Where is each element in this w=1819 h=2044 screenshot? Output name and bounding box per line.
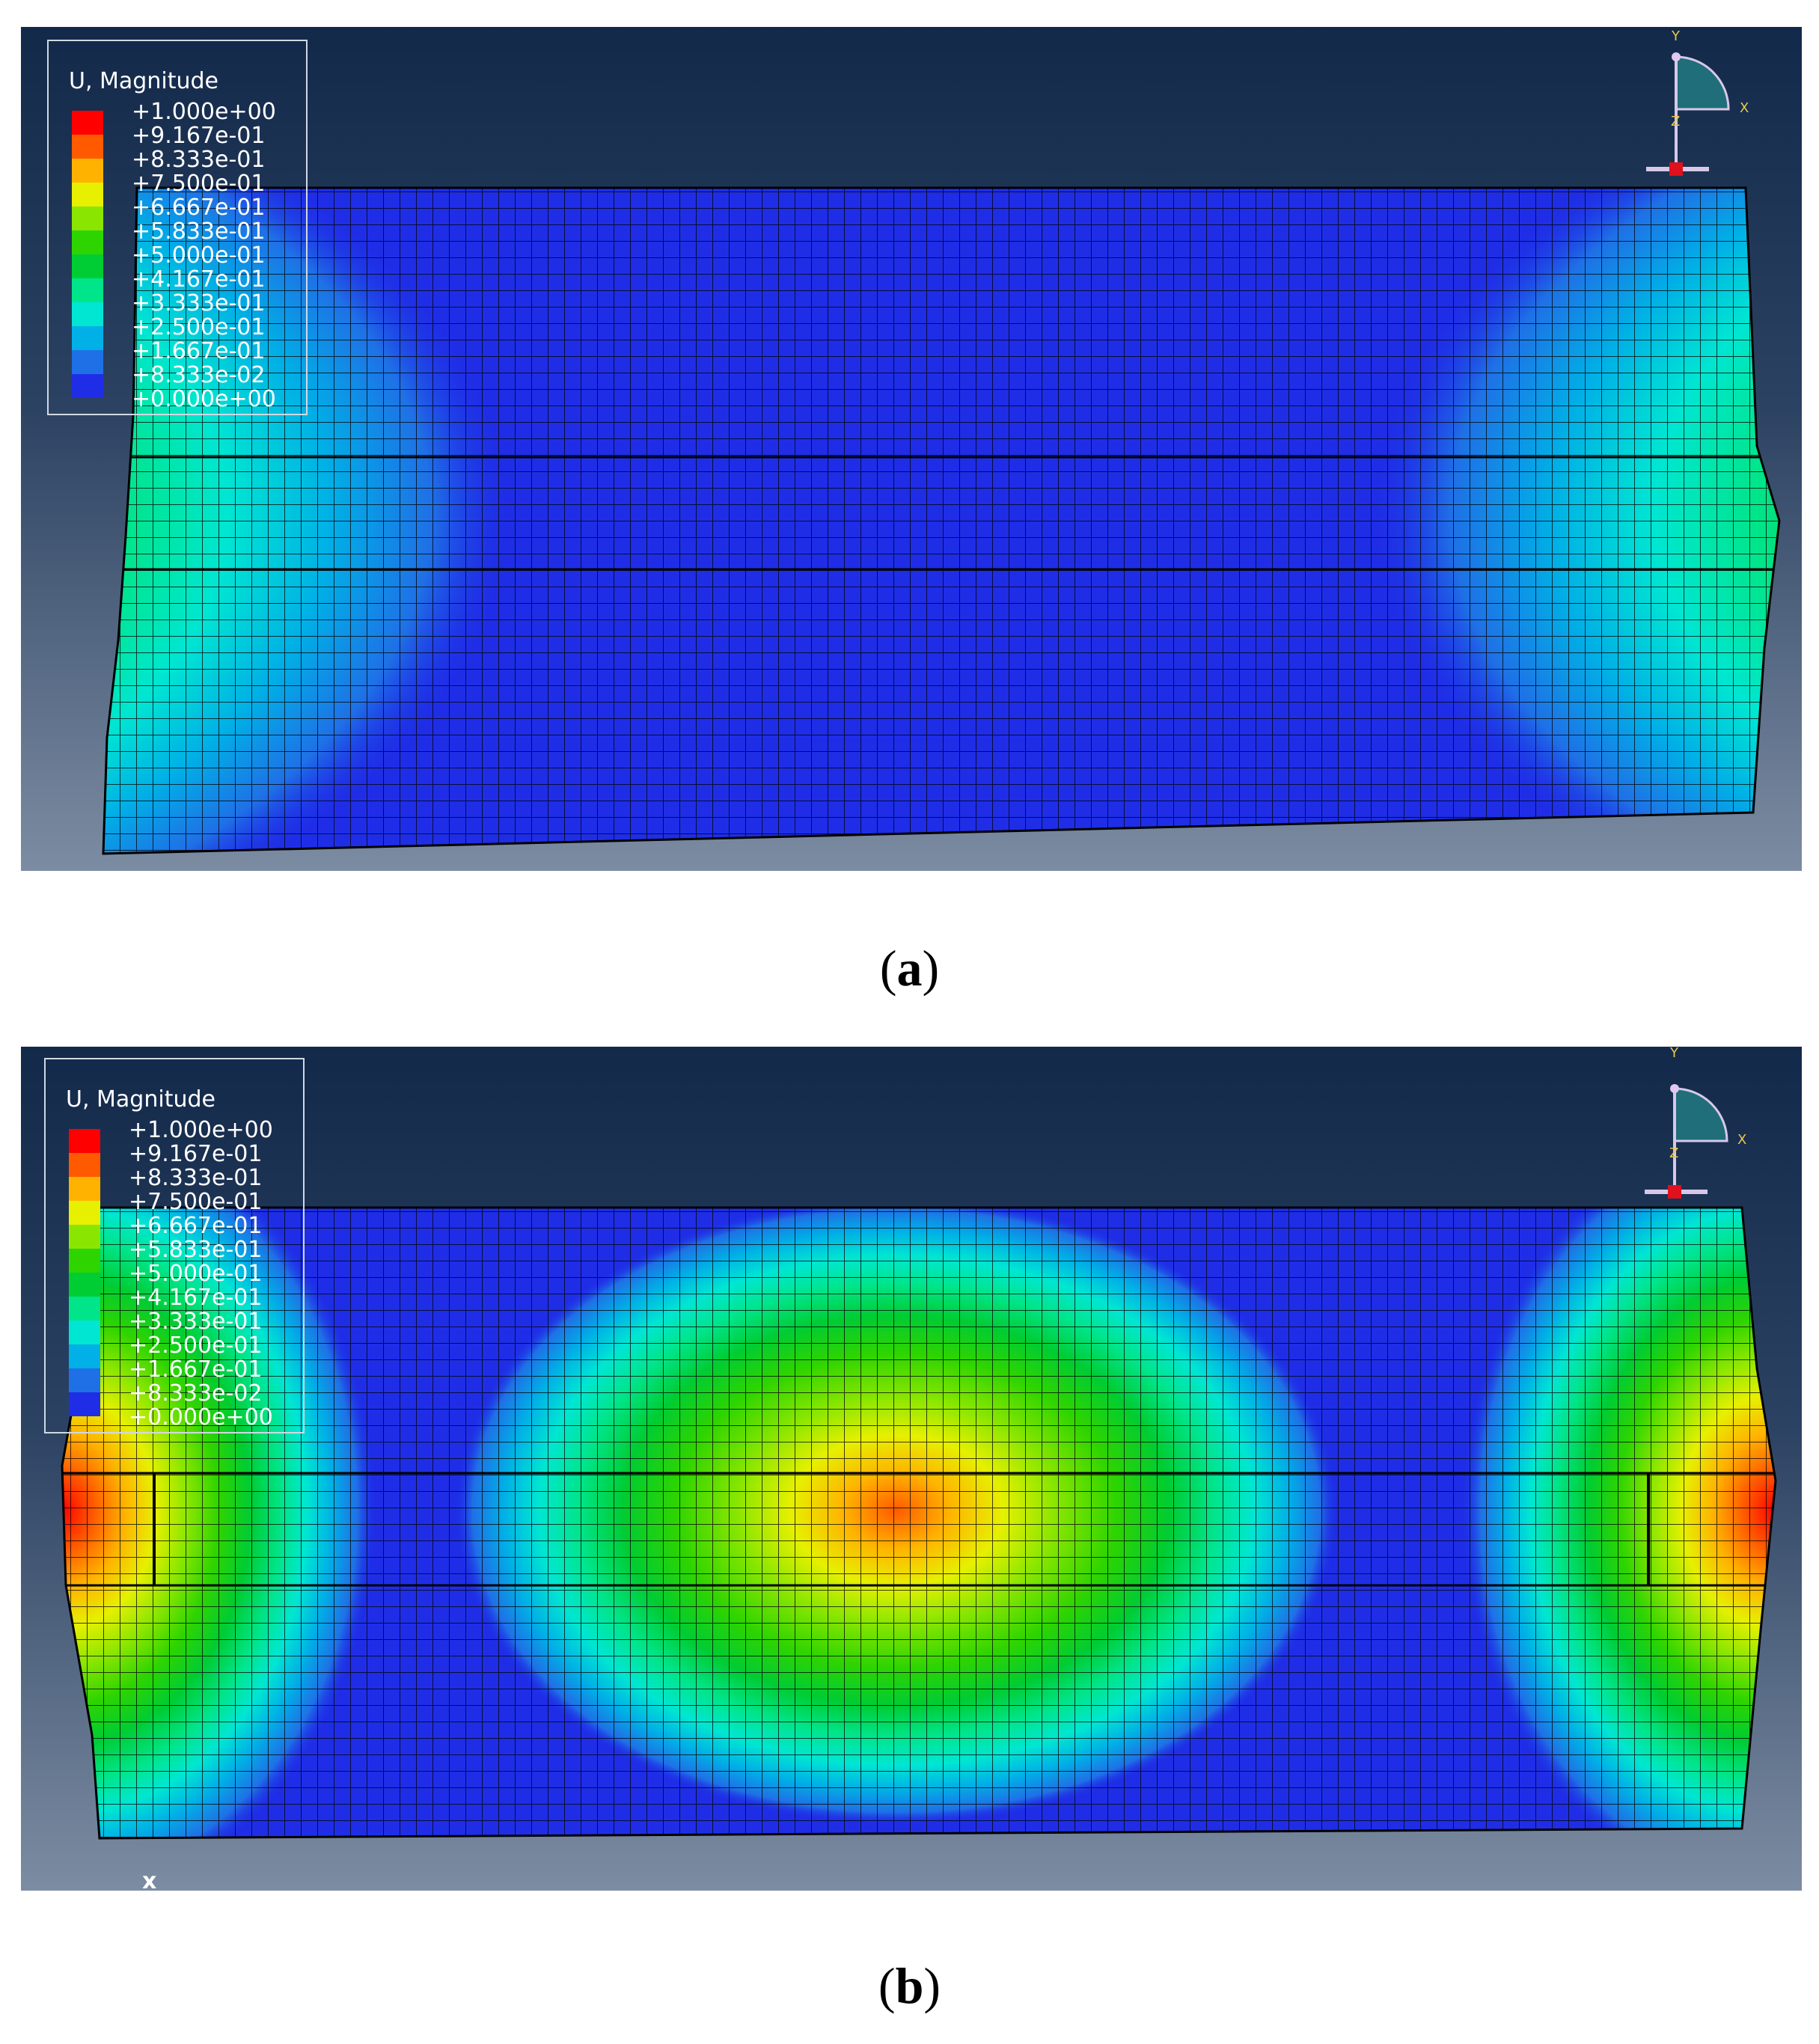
legend-label: +1.667e-01	[129, 1356, 262, 1383]
legend-swatch	[72, 374, 103, 398]
legend-swatch	[72, 206, 103, 230]
legend-swatch	[72, 230, 103, 254]
legend-label: +6.667e-01	[132, 195, 265, 221]
legend-swatch	[69, 1297, 100, 1321]
panel-caption-b: (b)	[878, 1957, 941, 2014]
legend-swatch	[69, 1368, 100, 1392]
legend-label: +4.167e-01	[132, 266, 265, 293]
legend-title: U, Magnitude	[69, 68, 218, 94]
legend-swatch	[69, 1129, 100, 1153]
legend-label: +7.500e-01	[132, 171, 265, 197]
legend-b: U, Magnitude +1.000e+00 +9.167e-01 +8.33…	[44, 1058, 305, 1433]
legend-label: +7.500e-01	[129, 1189, 262, 1215]
view-triad-icon: Y X Z	[1645, 1047, 1746, 1199]
contour-plot-panel-a: U, Magnitude +1.000e+00 +9.167e-01 +8.33…	[21, 27, 1802, 871]
legend-swatch	[72, 254, 103, 278]
svg-text:Y: Y	[1669, 1047, 1679, 1061]
legend-frame	[47, 40, 308, 415]
view-triad-icon: Y X Z	[1646, 28, 1749, 176]
legend-swatch	[69, 1344, 100, 1368]
legend-label: +4.167e-01	[129, 1285, 262, 1311]
legend-label: +8.333e-01	[132, 147, 265, 173]
legend-color-bar	[72, 111, 103, 398]
legend-label: +0.000e+00	[132, 386, 276, 412]
legend-swatch	[72, 350, 103, 374]
legend-label: +9.167e-01	[129, 1141, 262, 1167]
fe-contour-view-a: U, Magnitude +1.000e+00 +9.167e-01 +8.33…	[21, 27, 1802, 871]
legend-swatch	[69, 1249, 100, 1273]
plate-outline	[61, 1206, 1777, 1840]
legend-label: +9.167e-01	[132, 123, 265, 149]
fe-contour-view-b: U, Magnitude +1.000e+00 +9.167e-01 +8.33…	[21, 1047, 1802, 1891]
legend-label: +5.833e-01	[129, 1237, 262, 1263]
legend-a: U, Magnitude +1.000e+00 +9.167e-01 +8.33…	[47, 40, 308, 415]
legend-swatch	[69, 1177, 100, 1201]
legend-swatch	[69, 1201, 100, 1225]
legend-swatch	[69, 1153, 100, 1177]
svg-text:Z: Z	[1671, 114, 1680, 129]
legend-swatch	[72, 159, 103, 183]
legend-swatch	[72, 183, 103, 206]
contour-plot-panel-b: U, Magnitude +1.000e+00 +9.167e-01 +8.33…	[21, 1047, 1802, 1891]
svg-text:X: X	[1737, 1132, 1746, 1148]
legend-label: +8.333e-01	[129, 1165, 262, 1191]
legend-swatch	[69, 1273, 100, 1297]
legend-label: +8.333e-02	[129, 1380, 262, 1407]
legend-swatch	[72, 278, 103, 302]
svg-text:X: X	[1740, 100, 1749, 116]
legend-swatch	[69, 1225, 100, 1249]
legend-label: +1.000e+00	[132, 99, 276, 125]
deformed-plate-a	[103, 188, 1779, 854]
legend-swatch	[69, 1392, 100, 1416]
legend-color-bar	[69, 1129, 100, 1416]
legend-label: +5.833e-01	[132, 218, 265, 245]
legend-swatch	[72, 326, 103, 350]
legend-swatch	[72, 111, 103, 135]
legend-frame	[44, 1058, 305, 1433]
legend-label: +2.500e-01	[129, 1332, 262, 1359]
legend-label: +5.000e-01	[132, 242, 265, 269]
deformed-plate-b	[62, 1208, 1776, 1838]
legend-label: +8.333e-02	[132, 362, 265, 388]
svg-text:Y: Y	[1671, 28, 1681, 44]
legend-swatch	[69, 1321, 100, 1344]
svg-text:Z: Z	[1669, 1145, 1678, 1161]
plate-outline	[102, 186, 1781, 855]
legend-label: +5.000e-01	[129, 1261, 262, 1287]
panel-caption-a: (a)	[879, 940, 940, 997]
legend-label: +0.000e+00	[129, 1404, 273, 1431]
legend-label: +2.500e-01	[132, 314, 265, 340]
legend-label: +1.667e-01	[132, 338, 265, 364]
legend-label: +3.333e-01	[132, 290, 265, 316]
legend-label: +6.667e-01	[129, 1213, 262, 1239]
corner-mark: x	[142, 1868, 156, 1891]
legend-label: +1.000e+00	[129, 1117, 273, 1143]
legend-swatch	[72, 135, 103, 159]
legend-label: +3.333e-01	[129, 1309, 262, 1335]
legend-swatch	[72, 302, 103, 326]
legend-title: U, Magnitude	[66, 1086, 215, 1113]
